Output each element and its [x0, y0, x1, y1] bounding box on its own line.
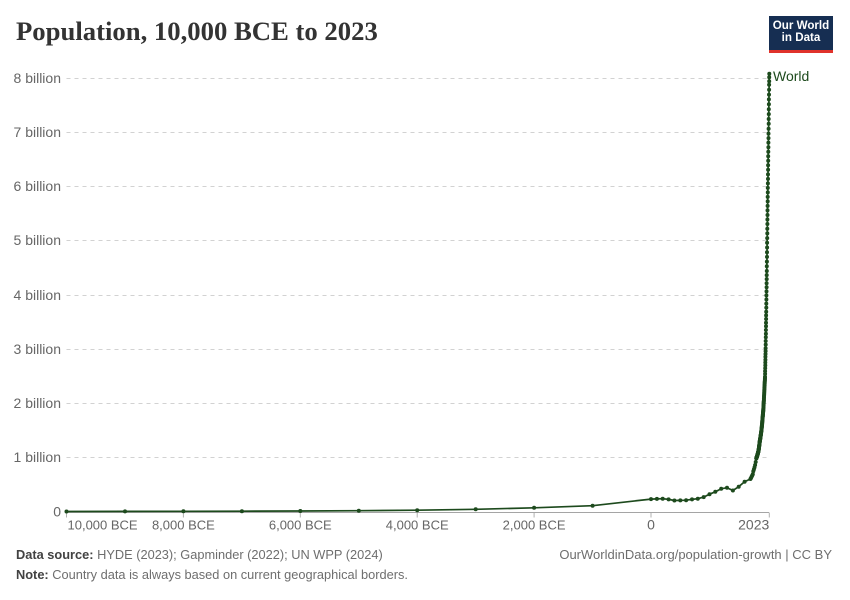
- svg-text:6 billion: 6 billion: [14, 178, 61, 194]
- svg-text:0: 0: [53, 504, 61, 520]
- svg-text:2023: 2023: [738, 517, 769, 533]
- svg-text:7 billion: 7 billion: [14, 124, 61, 140]
- svg-text:5 billion: 5 billion: [14, 232, 61, 248]
- svg-text:0: 0: [647, 517, 655, 533]
- svg-text:4 billion: 4 billion: [14, 287, 61, 303]
- svg-text:8,000 BCE: 8,000 BCE: [152, 518, 215, 533]
- svg-text:2,000 BCE: 2,000 BCE: [503, 518, 566, 533]
- svg-text:6,000 BCE: 6,000 BCE: [269, 518, 332, 533]
- svg-text:4,000 BCE: 4,000 BCE: [386, 518, 449, 533]
- svg-text:World: World: [773, 68, 809, 84]
- svg-text:3 billion: 3 billion: [14, 341, 61, 357]
- svg-text:10,000 BCE: 10,000 BCE: [68, 518, 138, 533]
- svg-text:8 billion: 8 billion: [14, 70, 61, 86]
- svg-text:2 billion: 2 billion: [14, 395, 61, 411]
- svg-text:1 billion: 1 billion: [14, 449, 61, 465]
